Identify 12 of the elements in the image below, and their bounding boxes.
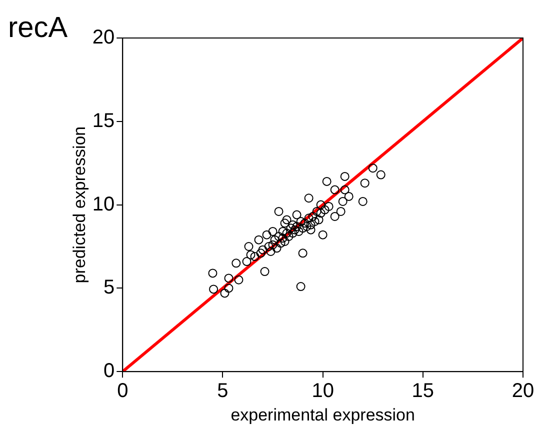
- y-axis-title: predicted expression: [70, 126, 89, 284]
- chart-title: recA: [8, 12, 68, 45]
- x-tick-label: 10: [312, 380, 334, 402]
- y-tick-label: 0: [104, 360, 115, 382]
- y-tick-label: 10: [92, 193, 115, 216]
- y-tick-label: 15: [92, 110, 115, 132]
- x-tick-label: 20: [512, 380, 534, 402]
- y-tick-label: 20: [92, 26, 115, 49]
- x-axis-title: experimental expression: [230, 405, 415, 424]
- x-tick-label: 5: [217, 380, 228, 402]
- x-tick-label: 15: [412, 380, 434, 402]
- y-tick-label: 5: [104, 276, 115, 299]
